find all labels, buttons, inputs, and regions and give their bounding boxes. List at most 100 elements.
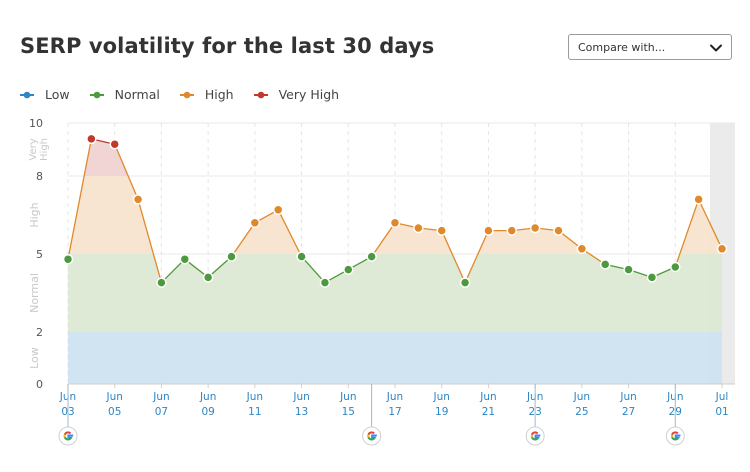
band-label-low: Low [28, 347, 41, 369]
x-tick-label-day: 01 [715, 406, 728, 418]
legend-marker-high [179, 91, 194, 98]
data-point [86, 133, 97, 145]
legend-item-high[interactable]: High [179, 87, 234, 102]
compare-with-label: Compare with... [578, 40, 666, 54]
band-label-very-high: VeryHigh [28, 138, 50, 161]
series-line-segment [230, 222, 256, 257]
x-tick-label-month: Jun [152, 391, 169, 403]
data-point [693, 194, 704, 205]
google-icon-part [367, 431, 375, 436]
data-point [529, 222, 541, 234]
legend-label-high: High [204, 87, 234, 102]
data-point [716, 243, 728, 255]
x-tick-label-day: 25 [575, 406, 588, 418]
series-line-segment [674, 199, 700, 268]
y-tick-label: 0 [36, 378, 43, 391]
x-tick-label-day: 21 [482, 406, 495, 418]
data-point [506, 225, 518, 236]
y-tick-label: 5 [36, 248, 43, 261]
chevron-down-icon [710, 44, 722, 52]
x-tick-label-month: Jun [619, 391, 636, 403]
x-tick-label-day: 11 [248, 406, 261, 418]
data-point [483, 225, 494, 236]
series-line-segment [464, 230, 490, 283]
y-tick-label: 8 [36, 170, 43, 183]
band-low [68, 332, 722, 384]
series-line-segment [441, 230, 466, 283]
data-point [62, 253, 74, 265]
legend-label-very-high: Very High [278, 87, 340, 102]
x-tick-label-day: 09 [201, 406, 214, 418]
google-icon-part [671, 436, 680, 441]
x-tick-label-day: 15 [342, 406, 355, 418]
data-point [576, 243, 588, 255]
series-line-segment [277, 209, 303, 257]
series-line-segment [698, 199, 723, 250]
data-point [249, 217, 261, 229]
google-icon[interactable] [362, 426, 382, 446]
data-point [389, 217, 401, 229]
legend-marker-very-high [253, 91, 268, 98]
google-icon-part [367, 436, 376, 441]
data-point [599, 259, 611, 270]
x-tick-label-month: Jun [433, 391, 450, 403]
data-point [156, 277, 167, 288]
x-tick-label-day: 19 [435, 406, 448, 418]
data-point [179, 253, 191, 265]
data-point [459, 277, 471, 288]
y-tick-label: 2 [36, 326, 43, 339]
google-icon-part [63, 431, 72, 436]
x-tick-label-day: 05 [108, 406, 121, 418]
y-tick-label: 10 [29, 117, 43, 130]
google-icon-part [671, 431, 679, 436]
series-line-segment [371, 222, 396, 257]
data-point [319, 277, 331, 288]
band-normal [68, 254, 722, 332]
series-line-segment [160, 258, 186, 284]
series-line-segment [301, 256, 326, 284]
data-point [296, 251, 307, 262]
data-point [646, 272, 658, 283]
legend-label-normal: Normal [114, 87, 160, 102]
data-point [623, 264, 634, 275]
google-icon-part [531, 436, 540, 441]
data-point [226, 251, 237, 262]
x-tick-label-day: 13 [295, 406, 308, 418]
x-tick-label-day: 07 [155, 406, 168, 418]
data-point [670, 261, 681, 273]
band-label-normal: Normal [28, 273, 41, 313]
x-tick-label-day: 27 [622, 406, 635, 418]
band-label-high: High [28, 202, 41, 227]
google-icon[interactable] [58, 426, 78, 446]
legend-marker-normal [89, 91, 104, 98]
legend-label-low: Low [45, 87, 70, 102]
google-icon[interactable] [525, 426, 545, 446]
google-icon-part [63, 436, 72, 441]
data-point [413, 222, 424, 234]
data-point [436, 225, 447, 236]
legend-item-low[interactable]: Low [20, 87, 70, 102]
data-point [202, 272, 214, 283]
data-point [109, 138, 120, 150]
x-tick-label-month: Jun [106, 391, 123, 403]
series-line-segment [114, 143, 139, 200]
data-point [553, 225, 564, 236]
x-tick-label-month: Jun [386, 391, 403, 403]
compare-with-dropdown[interactable]: Compare with... [568, 34, 732, 60]
x-tick-label-month: Jun [573, 391, 590, 403]
x-tick-label-month: Jun [339, 391, 356, 403]
x-tick-label-month: Jun [199, 391, 216, 403]
series-line-segment [137, 199, 163, 283]
data-point [272, 204, 284, 216]
legend-item-very-high[interactable]: Very High [253, 87, 340, 102]
google-icon[interactable] [665, 426, 685, 446]
google-icon-part [531, 431, 539, 436]
series-line-segment [67, 138, 92, 260]
x-tick-label-day: 17 [388, 406, 401, 418]
x-tick-label-month: Jun [292, 391, 309, 403]
data-point [132, 194, 144, 205]
x-tick-label-month: Jun [479, 391, 496, 403]
x-tick-label-month: Jul [715, 391, 729, 403]
legend-item-normal[interactable]: Normal [89, 87, 160, 102]
